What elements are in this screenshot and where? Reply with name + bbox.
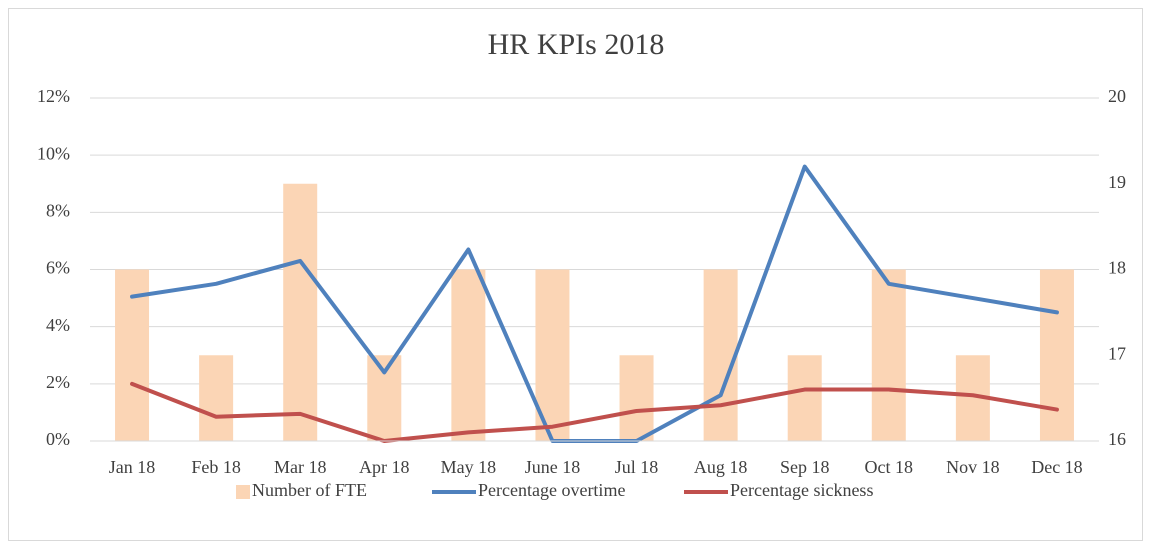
legend-label: Percentage overtime	[478, 480, 625, 500]
y2-tick-label: 18	[1108, 258, 1126, 278]
chart-frame	[8, 8, 1143, 541]
bar	[703, 269, 738, 441]
y2-tick-label: 17	[1108, 343, 1126, 363]
y-tick-label: 0%	[46, 429, 70, 449]
bar	[787, 355, 822, 441]
y-tick-label: 2%	[46, 372, 70, 392]
x-tick-label: Nov 18	[946, 457, 1000, 477]
y2-tick-label: 16	[1108, 429, 1126, 449]
x-tick-label: Mar 18	[274, 457, 327, 477]
chart-title: HR KPIs 2018	[488, 28, 665, 61]
x-tick-label: Apr 18	[359, 457, 410, 477]
bar	[199, 355, 234, 441]
x-tick-label: May 18	[441, 457, 497, 477]
y-tick-label: 10%	[37, 143, 70, 163]
y2-tick-label: 19	[1108, 172, 1126, 192]
legend-swatch	[236, 485, 250, 499]
bar	[367, 355, 402, 441]
x-tick-label: Aug 18	[694, 457, 748, 477]
x-tick-label: Jan 18	[109, 457, 156, 477]
legend-label: Number of FTE	[252, 480, 367, 500]
x-tick-label: Sep 18	[780, 457, 830, 477]
x-tick-label: Feb 18	[191, 457, 241, 477]
y-tick-label: 6%	[46, 258, 70, 278]
y-tick-label: 8%	[46, 200, 70, 220]
bar	[1039, 269, 1074, 441]
x-tick-label: Jul 18	[615, 457, 659, 477]
bar	[871, 269, 906, 441]
x-tick-label: Oct 18	[865, 457, 914, 477]
bar	[451, 269, 486, 441]
y-tick-label: 12%	[37, 86, 70, 106]
x-tick-label: June 18	[525, 457, 581, 477]
line	[130, 381, 1059, 443]
x-tick-label: Dec 18	[1031, 457, 1082, 477]
legend-label: Percentage sickness	[730, 480, 873, 500]
bar	[619, 355, 654, 441]
y2-tick-label: 20	[1108, 86, 1126, 106]
y-tick-label: 4%	[46, 315, 70, 335]
bar	[283, 183, 318, 441]
